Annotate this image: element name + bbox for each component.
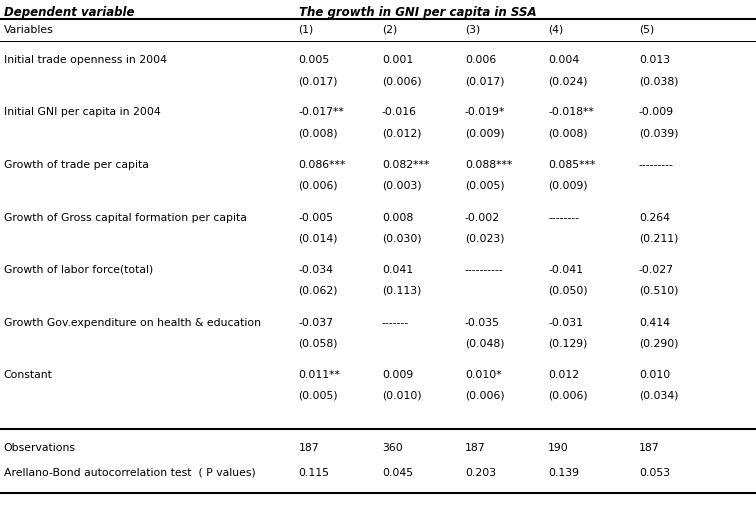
Text: (0.006): (0.006): [465, 390, 504, 400]
Text: 0.203: 0.203: [465, 467, 496, 477]
Text: (0.009): (0.009): [465, 128, 504, 138]
Text: (0.129): (0.129): [548, 338, 587, 348]
Text: (2): (2): [382, 25, 397, 35]
Text: 187: 187: [299, 442, 319, 452]
Text: -0.027: -0.027: [639, 265, 674, 274]
Text: 0.009: 0.009: [382, 369, 413, 379]
Text: (0.014): (0.014): [299, 233, 338, 243]
Text: (0.024): (0.024): [548, 76, 587, 86]
Text: (0.006): (0.006): [548, 390, 587, 400]
Text: 0.264: 0.264: [639, 213, 670, 223]
Text: -0.034: -0.034: [299, 265, 333, 274]
Text: (0.050): (0.050): [548, 285, 587, 295]
Text: -------: -------: [382, 317, 409, 327]
Text: Growth of Gross capital formation per capita: Growth of Gross capital formation per ca…: [4, 213, 246, 223]
Text: (0.017): (0.017): [299, 76, 338, 86]
Text: 0.013: 0.013: [639, 55, 670, 65]
Text: (0.017): (0.017): [465, 76, 504, 86]
Text: -0.037: -0.037: [299, 317, 333, 327]
Text: (0.034): (0.034): [639, 390, 678, 400]
Text: ---------: ---------: [639, 160, 674, 170]
Text: (0.006): (0.006): [382, 76, 421, 86]
Text: 0.010: 0.010: [639, 369, 670, 379]
Text: 0.082***: 0.082***: [382, 160, 429, 170]
Text: -0.019*: -0.019*: [465, 107, 505, 117]
Text: (0.023): (0.023): [465, 233, 504, 243]
Text: -0.035: -0.035: [465, 317, 500, 327]
Text: (0.008): (0.008): [299, 128, 338, 138]
Text: (3): (3): [465, 25, 480, 35]
Text: (0.058): (0.058): [299, 338, 338, 348]
Text: Growth of trade per capita: Growth of trade per capita: [4, 160, 149, 170]
Text: (0.510): (0.510): [639, 285, 678, 295]
Text: (1): (1): [299, 25, 314, 35]
Text: 0.086***: 0.086***: [299, 160, 345, 170]
Text: (0.062): (0.062): [299, 285, 338, 295]
Text: (0.012): (0.012): [382, 128, 421, 138]
Text: -0.031: -0.031: [548, 317, 583, 327]
Text: 0.004: 0.004: [548, 55, 579, 65]
Text: (0.006): (0.006): [299, 181, 338, 190]
Text: 187: 187: [639, 442, 659, 452]
Text: -0.002: -0.002: [465, 213, 500, 223]
Text: 0.005: 0.005: [299, 55, 330, 65]
Text: --------: --------: [548, 213, 579, 223]
Text: 360: 360: [382, 442, 402, 452]
Text: -0.041: -0.041: [548, 265, 583, 274]
Text: The growth in GNI per capita in SSA: The growth in GNI per capita in SSA: [299, 6, 536, 19]
Text: Dependent variable: Dependent variable: [4, 6, 135, 19]
Text: 0.008: 0.008: [382, 213, 413, 223]
Text: ----------: ----------: [465, 265, 503, 274]
Text: (0.290): (0.290): [639, 338, 678, 348]
Text: (0.030): (0.030): [382, 233, 421, 243]
Text: 0.115: 0.115: [299, 467, 330, 477]
Text: Growth of labor force(total): Growth of labor force(total): [4, 265, 153, 274]
Text: (0.005): (0.005): [465, 181, 504, 190]
Text: (0.039): (0.039): [639, 128, 678, 138]
Text: -0.018**: -0.018**: [548, 107, 594, 117]
Text: (0.010): (0.010): [382, 390, 421, 400]
Text: (0.113): (0.113): [382, 285, 421, 295]
Text: 0.414: 0.414: [639, 317, 670, 327]
Text: 0.045: 0.045: [382, 467, 413, 477]
Text: (5): (5): [639, 25, 654, 35]
Text: -0.009: -0.009: [639, 107, 674, 117]
Text: Variables: Variables: [4, 25, 54, 35]
Text: 187: 187: [465, 442, 485, 452]
Text: Initial trade openness in 2004: Initial trade openness in 2004: [4, 55, 167, 65]
Text: Growth Gov.expenditure on health & education: Growth Gov.expenditure on health & educa…: [4, 317, 261, 327]
Text: 0.088***: 0.088***: [465, 160, 513, 170]
Text: (0.005): (0.005): [299, 390, 338, 400]
Text: -0.016: -0.016: [382, 107, 417, 117]
Text: 0.001: 0.001: [382, 55, 413, 65]
Text: 0.011**: 0.011**: [299, 369, 340, 379]
Text: (0.003): (0.003): [382, 181, 421, 190]
Text: 0.041: 0.041: [382, 265, 413, 274]
Text: 0.139: 0.139: [548, 467, 579, 477]
Text: Initial GNI per capita in 2004: Initial GNI per capita in 2004: [4, 107, 160, 117]
Text: (0.009): (0.009): [548, 181, 587, 190]
Text: Arellano-Bond autocorrelation test  ( P values): Arellano-Bond autocorrelation test ( P v…: [4, 467, 256, 477]
Text: 0.010*: 0.010*: [465, 369, 501, 379]
Text: (0.038): (0.038): [639, 76, 678, 86]
Text: 0.012: 0.012: [548, 369, 579, 379]
Text: 0.053: 0.053: [639, 467, 670, 477]
Text: -0.005: -0.005: [299, 213, 333, 223]
Text: -0.017**: -0.017**: [299, 107, 345, 117]
Text: Observations: Observations: [4, 442, 76, 452]
Text: (4): (4): [548, 25, 563, 35]
Text: 0.085***: 0.085***: [548, 160, 596, 170]
Text: 190: 190: [548, 442, 569, 452]
Text: Constant: Constant: [4, 369, 53, 379]
Text: 0.006: 0.006: [465, 55, 496, 65]
Text: (0.211): (0.211): [639, 233, 678, 243]
Text: (0.008): (0.008): [548, 128, 587, 138]
Text: (0.048): (0.048): [465, 338, 504, 348]
